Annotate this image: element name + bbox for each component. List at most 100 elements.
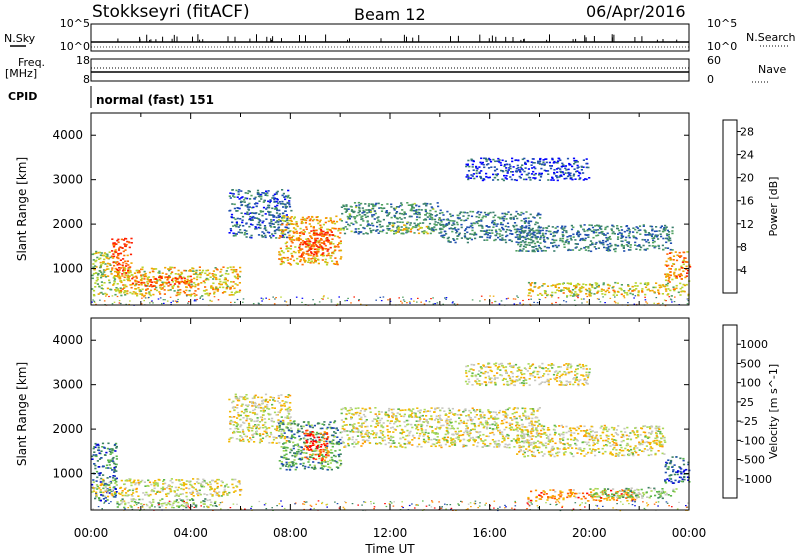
heatmap-cell-11 <box>519 249 522 252</box>
heatmap-cell-speckle <box>327 297 329 299</box>
heatmap-cell-5 <box>320 231 323 234</box>
heatmap-cell-5 <box>308 232 311 234</box>
heatmap-cell-3 <box>259 438 262 441</box>
heatmap-cell-4 <box>281 202 284 205</box>
heatmap-cell-1 <box>181 493 184 495</box>
heatmap-cell-12 <box>558 290 561 292</box>
heatmap-cell-8 <box>417 228 420 231</box>
heatmap-cell-10 <box>547 179 550 181</box>
heatmap-cell-7 <box>377 216 380 218</box>
heatmap-cell-10 <box>467 177 470 179</box>
heatmap-cell-4 <box>276 220 279 222</box>
heatmap-cell-2 <box>174 273 177 275</box>
heatmap-cell-0 <box>100 281 103 283</box>
heatmap-cell-5 <box>322 247 326 250</box>
heatmap-cell-9 <box>471 224 474 227</box>
heatmap-cell-9 <box>458 233 461 236</box>
heatmap-cell-3 <box>263 409 266 412</box>
heatmap-cell-speckle <box>380 300 383 302</box>
heatmap-cell-speckle <box>163 302 165 304</box>
heatmap-cell-10 <box>559 168 562 170</box>
heatmap-cell-10 <box>545 161 548 164</box>
heatmap-cell-1 <box>190 492 193 494</box>
heatmap-cell-13 <box>682 267 685 269</box>
heatmap-cell-2 <box>219 280 222 283</box>
heatmap-cell-12 <box>666 284 669 287</box>
heatmap-cell-2 <box>153 288 157 291</box>
heatmap-cell-13 <box>672 259 675 261</box>
heatmap-cell-7 <box>376 217 379 219</box>
heatmap-cell-4 <box>337 441 340 444</box>
heatmap-cell-3 <box>286 417 289 419</box>
heatmap-cell-4 <box>240 231 243 234</box>
heatmap-cell-5 <box>282 256 285 259</box>
heatmap-cell-1 <box>208 481 212 483</box>
heatmap-cell-11 <box>633 236 636 238</box>
heatmap-cell-0 <box>94 442 97 445</box>
heatmap-cell-9 <box>463 211 466 214</box>
heatmap-cell-3 <box>142 281 145 284</box>
heatmap-cell-4 <box>329 466 332 469</box>
heatmap-cell-9 <box>459 211 462 213</box>
heatmap-cell-2 <box>228 294 231 296</box>
heatmap-cell-12 <box>528 292 531 294</box>
heatmap-cell-11 <box>655 230 658 232</box>
heatmap-cell-1 <box>193 483 196 485</box>
heatmap-cell-7 <box>373 218 376 220</box>
heatmap-cell-speckle <box>193 300 196 302</box>
heatmap-cell-1 <box>218 491 221 493</box>
heatmap-cell-10 <box>529 176 532 179</box>
heatmap-cell-1 <box>130 262 133 264</box>
heatmap-cell-11 <box>606 232 609 235</box>
heatmap-cell-11 <box>523 241 526 244</box>
heatmap-cell-4 <box>279 422 282 425</box>
heatmap-cell-7 <box>417 211 420 214</box>
heatmap-cell-4 <box>338 443 341 446</box>
heatmap-cell-11 <box>543 239 546 241</box>
heatmap-cell-3 <box>277 430 280 432</box>
heatmap-cell-2 <box>129 504 132 507</box>
heatmap-cell-13 <box>665 276 668 278</box>
heatmap-cell-speckle <box>602 296 604 298</box>
heatmap-cell-4 <box>251 224 254 226</box>
heatmap-cell-3 <box>189 279 192 282</box>
heatmap-cell-9 <box>487 212 490 215</box>
heatmap-cell-5 <box>308 223 311 225</box>
freq-tick-top: 18 <box>76 54 90 67</box>
heatmap-cell-4 <box>270 226 273 228</box>
heatmap-cell-7 <box>392 222 395 224</box>
heatmap-cell-9 <box>485 229 488 232</box>
heatmap-cell-2 <box>215 287 218 290</box>
heatmap-cell-2 <box>138 269 141 272</box>
heatmap-cell-speckle <box>491 302 493 304</box>
heatmap-cell-11 <box>574 243 577 245</box>
heatmap-cell-2 <box>215 276 218 279</box>
heatmap-cell-4 <box>330 456 333 459</box>
heatmap-cell-5 <box>296 257 299 260</box>
heatmap-cell-7 <box>342 227 345 229</box>
heatmap-cell-speckle <box>177 301 179 303</box>
heatmap-cell-2 <box>165 504 168 506</box>
heatmap-cell-7 <box>379 230 382 233</box>
heatmap-cell-4 <box>312 461 315 463</box>
heatmap-cell-3 <box>244 435 247 437</box>
heatmap-cell-2 <box>236 273 239 276</box>
heatmap-cell-2 <box>127 272 131 274</box>
heatmap-cell-4 <box>246 192 249 195</box>
heatmap-cell-4 <box>277 214 280 217</box>
heatmap-cell-4 <box>285 457 288 459</box>
heatmap-cell-speckle <box>379 296 382 298</box>
heatmap-cell-11 <box>518 250 521 252</box>
heatmap-cell-11 <box>577 230 580 232</box>
heatmap-cell-4 <box>273 216 276 218</box>
heatmap-cell-13 <box>679 256 682 258</box>
heatmap-cell-5 <box>304 432 307 435</box>
heatmap-cell-9 <box>535 221 538 224</box>
heatmap-cell-13 <box>671 278 674 281</box>
heatmap-cell-0 <box>113 251 116 254</box>
heatmap-cell-7 <box>344 211 347 213</box>
heatmap-cell-3 <box>129 284 132 286</box>
heatmap-cell-2 <box>135 501 138 504</box>
heatmap-cell-9 <box>487 232 490 234</box>
heatmap-cell-10 <box>574 178 577 180</box>
